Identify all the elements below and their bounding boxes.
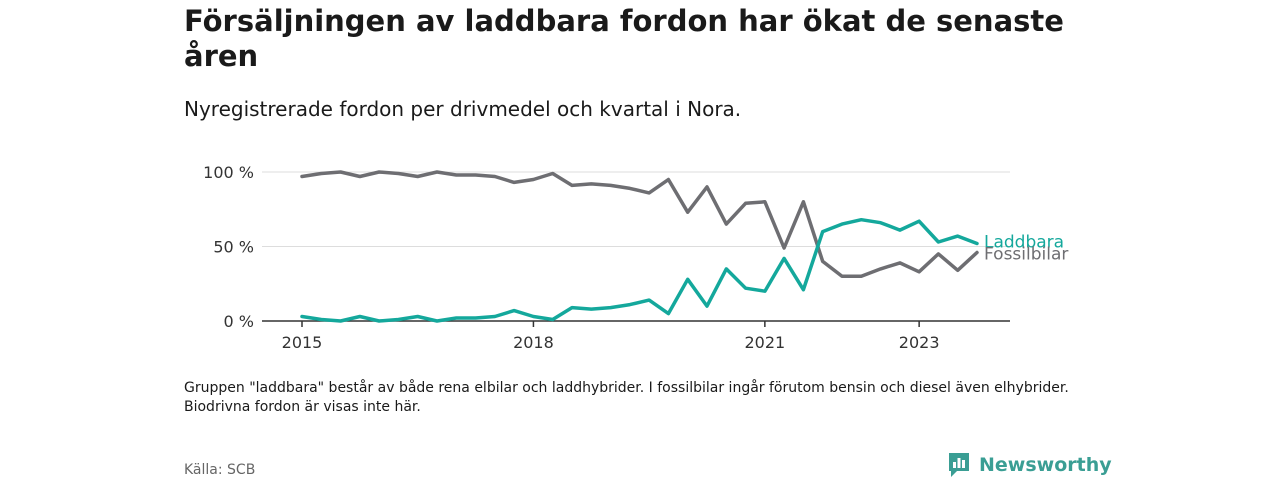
series-label-laddbara: Laddbara [984,233,1064,253]
series-line-fossilbilar [300,170,979,279]
x-tick-label: 2018 [513,333,554,352]
axes: 0 % 50 % 100 % 2015 2018 2021 2023 [203,163,1010,352]
x-tick-label: 2015 [282,333,323,352]
chart-subtitle: Nyregistrerade fordon per drivmedel och … [184,97,742,121]
series-label-fossilbilar: Fossilbilar [984,244,1068,264]
brand-name: Newsworthy [979,454,1112,476]
y-tick-label: 50 % [213,238,254,257]
grid-lines [262,171,1010,247]
chart-title: Försäljningen av laddbara fordon har öka… [184,4,1064,73]
y-tick-label: 0 % [224,312,254,331]
brand-logo[interactable]: Newsworthy [947,451,1112,479]
newsworthy-logo-icon [949,453,969,477]
x-tick-label: 2023 [899,333,940,352]
series-lines [300,170,979,323]
series-line-laddbara [300,217,979,323]
x-tick-label: 2021 [744,333,785,352]
source-credit: Källa: SCB [184,462,256,478]
y-tick-label: 100 % [203,163,254,182]
chart-footnote: Gruppen "laddbara" består av både rena e… [184,380,1069,415]
